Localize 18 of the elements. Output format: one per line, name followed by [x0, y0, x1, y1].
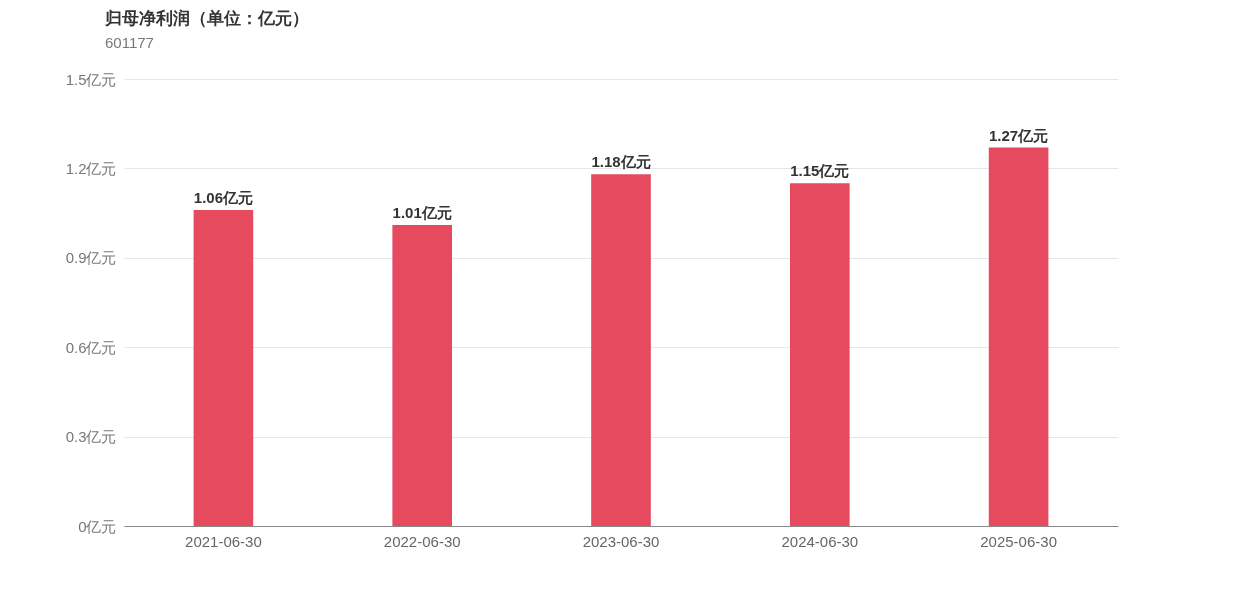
chart-title: 归母净利润（单位：亿元） [104, 9, 309, 28]
y-tick-label: 0亿元 [78, 517, 117, 535]
data-label: 1.27亿元 [989, 126, 1049, 144]
x-tick-label: 2023-06-30 [582, 532, 660, 550]
x-tick-label: 2024-06-30 [781, 532, 859, 550]
x-tick-label: 2021-06-30 [185, 532, 262, 550]
data-label: 1.18亿元 [591, 153, 651, 171]
data-label: 1.01亿元 [392, 204, 452, 222]
y-tick-label: 0.6亿元 [65, 338, 117, 356]
y-tick-label: 0.3亿元 [65, 428, 117, 446]
y-tick-label: 1.5亿元 [65, 70, 117, 88]
x-tick-label: 2022-06-30 [383, 532, 461, 550]
y-tick-label: 1.2亿元 [65, 159, 117, 177]
data-label: 1.06亿元 [193, 189, 253, 207]
data-label: 1.15亿元 [790, 162, 850, 180]
chart-subtitle: 601177 [105, 34, 154, 51]
x-tick-label: 2025-06-30 [980, 532, 1057, 550]
y-tick-label: 0.9亿元 [65, 249, 117, 267]
